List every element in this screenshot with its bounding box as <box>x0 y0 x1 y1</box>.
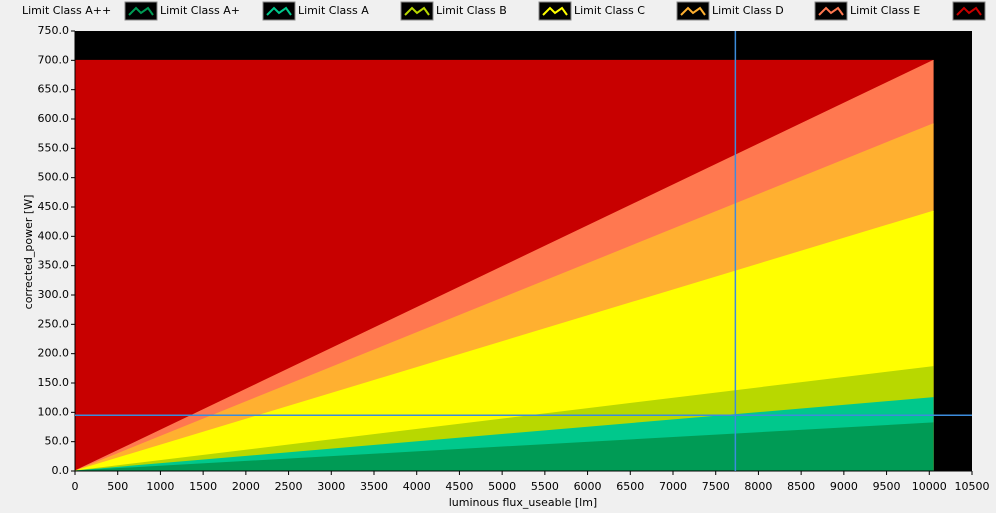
x-tick-label: 4000 <box>403 480 431 493</box>
x-tick-label: 10000 <box>912 480 947 493</box>
y-tick-label: 250.0 <box>38 317 70 330</box>
x-tick-label: 8500 <box>787 480 815 493</box>
legend-label: Limit Class A++ <box>22 4 111 17</box>
legend-swatch <box>814 1 848 21</box>
x-tick-label: 2500 <box>275 480 303 493</box>
legend-swatch-line <box>128 6 154 16</box>
x-tick-label: 6000 <box>574 480 602 493</box>
x-tick-label: 3500 <box>360 480 388 493</box>
legend-swatch <box>952 1 986 21</box>
y-tick-label: 400.0 <box>38 229 70 242</box>
x-tick-label: 3000 <box>317 480 345 493</box>
y-tick-label: 550.0 <box>38 141 70 154</box>
y-tick-label: 600.0 <box>38 112 70 125</box>
legend-swatch <box>400 1 434 21</box>
y-axis-label: corrected_power [W] <box>22 195 35 310</box>
legend-label: Limit Class A+ <box>160 4 240 17</box>
y-tick-label: 0.0 <box>52 464 70 477</box>
x-tick-label: 2000 <box>232 480 260 493</box>
x-tick-label: 0 <box>72 480 79 493</box>
y-tick-label: 650.0 <box>38 83 70 96</box>
area-line <box>74 210 934 472</box>
legend-label: Limit Class A <box>298 4 369 17</box>
legend-label: Limit Class E <box>850 4 920 17</box>
y-tick-label: 150.0 <box>38 376 70 389</box>
x-tick-label: 500 <box>107 480 128 493</box>
x-tick-label: 7500 <box>702 480 730 493</box>
area-line <box>74 397 934 472</box>
y-tick-label: 100.0 <box>38 405 70 418</box>
legend-label: Limit Class B <box>436 4 507 17</box>
x-tick-label: 6500 <box>616 480 644 493</box>
y-tick-label: 50.0 <box>45 435 70 448</box>
legend-swatch-line <box>542 6 568 16</box>
legend-label: Limit Class D <box>712 4 784 17</box>
legend-swatch-line <box>680 6 706 16</box>
x-tick-label: 9000 <box>830 480 858 493</box>
y-tick-label: 450.0 <box>38 200 70 213</box>
legend-swatch <box>538 1 572 21</box>
x-tick-label: 7000 <box>659 480 687 493</box>
x-tick-label: 10500 <box>955 480 990 493</box>
legend-swatch-line <box>266 6 292 16</box>
legend-swatch-line <box>404 6 430 16</box>
area-line <box>74 123 934 472</box>
x-tick-label: 4500 <box>445 480 473 493</box>
legend-label: Limit Class C <box>574 4 645 17</box>
area-line <box>74 59 934 472</box>
area-line <box>74 366 934 472</box>
y-tick-label: 200.0 <box>38 347 70 360</box>
x-tick-label: 5000 <box>488 480 516 493</box>
x-axis-label: luminous flux_useable [lm] <box>449 496 597 509</box>
legend-swatch <box>676 1 710 21</box>
x-tick-label: 9500 <box>873 480 901 493</box>
y-tick-label: 300.0 <box>38 288 70 301</box>
x-tick-label: 1500 <box>189 480 217 493</box>
y-tick-label: 500.0 <box>38 171 70 184</box>
y-tick-label: 350.0 <box>38 259 70 272</box>
legend-swatch <box>124 1 158 21</box>
area-line <box>74 422 934 472</box>
legend-swatch <box>262 1 296 21</box>
y-tick-label: 700.0 <box>38 53 70 66</box>
x-tick-label: 5500 <box>531 480 559 493</box>
x-tick-label: 8000 <box>744 480 772 493</box>
legend-swatch-line <box>818 6 844 16</box>
x-tick-label: 1000 <box>146 480 174 493</box>
y-tick-label: 750.0 <box>38 24 70 37</box>
legend-swatch-line <box>956 6 982 16</box>
